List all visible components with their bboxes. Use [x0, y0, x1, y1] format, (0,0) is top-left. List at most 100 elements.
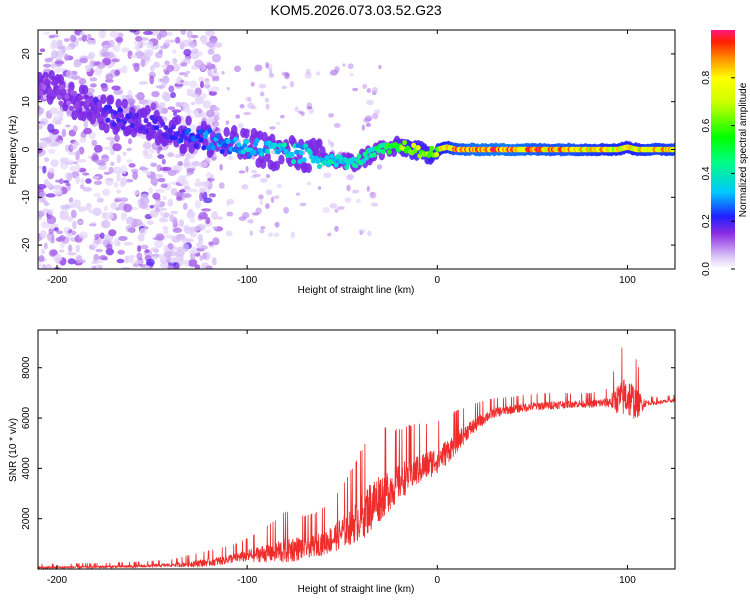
spectrogram-noise-cell: [166, 64, 175, 72]
spectrogram-noise-cell: [204, 229, 212, 234]
x-tick-label: -100: [237, 575, 257, 586]
spectrogram-noise-cell: [280, 114, 285, 119]
spectrogram-ridge-cell: [298, 150, 304, 156]
colorbar-scale: [711, 30, 735, 269]
spectrogram-noise-cell: [225, 230, 233, 237]
spectrogram-noise-cell: [180, 79, 185, 84]
spectrogram-noise-cell: [124, 255, 130, 264]
spectrogram-noise-cell: [39, 191, 47, 198]
spectrogram-noise-cell: [366, 185, 371, 192]
spectrogram-noise-cell: [186, 168, 195, 172]
spectrogram-noise-cell: [155, 199, 161, 206]
spectrogram-noise-cell: [50, 142, 59, 147]
colorbar-tick-label: 0.2: [701, 214, 712, 228]
spectrogram-noise-cell: [208, 90, 217, 96]
spectrogram-noise-cell: [95, 248, 103, 253]
spectrogram-noise-cell: [227, 155, 234, 161]
spectrogram-noise-cell: [342, 63, 346, 67]
spectrogram-noise-cell: [169, 39, 176, 43]
spectrogram-noise-cell: [40, 197, 46, 203]
spectrogram-noise-cell: [49, 107, 59, 115]
spectrogram-noise-cell: [178, 257, 184, 267]
y-tick-label: 20: [21, 48, 32, 60]
spectrogram-noise-cell: [259, 91, 265, 97]
spectrogram-noise-cell: [270, 196, 275, 204]
spectrogram-noise-cell: [226, 86, 230, 91]
spectrogram-noise-cell: [140, 244, 149, 250]
spectrogram-noise-cell: [167, 198, 174, 207]
spectrogram-noise-cell: [366, 88, 372, 94]
spectrogram-noise-cell: [167, 264, 174, 269]
spectrogram-noise-cell: [106, 51, 115, 59]
spectrogram-noise-cell: [113, 89, 123, 96]
spectrogram-noise-cell: [169, 257, 176, 264]
spectrogram-noise-cell: [79, 31, 86, 36]
spectrogram-noise-cell: [364, 115, 373, 122]
spectrogram-noise-cell: [109, 30, 120, 38]
spectrogram-noise-cell: [123, 203, 133, 213]
spectrogram-noise-cell: [128, 163, 136, 168]
spectrogram-noise-cell: [38, 255, 45, 263]
spectrogram-noise-cell: [143, 30, 154, 36]
spectrogram-noise-cell: [64, 46, 72, 51]
spectrogram-noise-cell: [269, 68, 273, 75]
y-tick-label: 10: [21, 96, 32, 108]
spectrogram-noise-cell: [150, 64, 155, 72]
spectrogram-noise-cell: [157, 154, 165, 159]
spectrogram-noise-cell: [144, 50, 153, 58]
spectrogram-noise-cell: [75, 149, 81, 157]
spectrogram-noise-cell: [114, 134, 120, 143]
spectrogram-ridge-cell: [201, 145, 207, 151]
spectrogram-noise-cell: [190, 101, 196, 106]
spectrogram-noise-cell: [75, 254, 83, 264]
spectrogram-noise-cell: [149, 148, 155, 154]
spectrogram-noise-cell: [116, 154, 122, 164]
spectrogram-noise-cell: [54, 60, 65, 65]
spectrogram-noise-cell: [265, 203, 270, 209]
spectrogram-noise-cell: [194, 109, 199, 119]
y-tick-label: -20: [21, 237, 32, 252]
spectrogram-ridge-cell: [361, 158, 367, 164]
spectrogram-noise-cell: [38, 183, 47, 190]
spectrogram-ridge-cell: [246, 153, 252, 159]
spectrogram-noise-cell: [38, 124, 43, 130]
spectrogram-noise-cell: [175, 250, 185, 257]
spectrogram-noise-cell: [191, 48, 199, 55]
spectrogram-noise-cell: [160, 207, 168, 211]
spectrogram-noise-cell: [170, 187, 178, 196]
spectrogram-ridge-cell: [376, 148, 382, 154]
colorbar-ticks: 0.0 0.2 0.4 0.6 0.8: [701, 70, 735, 276]
spectrogram-noise-cell: [120, 177, 128, 186]
spectrogram-noise-cell: [89, 83, 97, 88]
spectrogram-noise-cell: [281, 71, 290, 77]
spectrogram-noise-cell: [78, 77, 87, 86]
spectrogram-noise-cell: [199, 35, 208, 43]
spectrogram-noise-cell: [352, 87, 359, 92]
spectrogram-ridge-cell: [338, 154, 344, 161]
spectrogram-noise-cell: [142, 141, 152, 150]
spectrogram-noise-cell: [172, 216, 178, 225]
spectrogram-ridge-cell: [275, 149, 281, 155]
spectrogram-noise-cell: [204, 157, 211, 165]
spectrogram-ridge-envelope: [188, 143, 195, 154]
spectrogram-ridge-cell: [210, 145, 216, 151]
spectrogram-ridge-envelope: [81, 84, 89, 95]
spectrogram-ridge-cell: [198, 137, 204, 143]
spectrogram-noise-cell: [175, 101, 181, 108]
snr-y-label: SNR (10 * v/v): [8, 418, 19, 482]
spectrogram-noise-cell: [56, 49, 64, 58]
spectrogram-ridge-cell: [386, 149, 392, 155]
spectrogram-noise-cell: [68, 197, 74, 203]
spectrogram-ridge-envelope: [103, 123, 110, 134]
spectrogram-noise-cell: [60, 204, 70, 210]
spectrogram-ridge-cell: [84, 94, 90, 100]
spectrogram-ridge-cell: [47, 88, 53, 94]
spectrogram-noise-cell: [164, 70, 170, 75]
spectrogram-noise-cell: [140, 58, 146, 68]
spectrogram-noise-cell: [186, 88, 194, 93]
spectrogram-noise-cell: [189, 232, 197, 238]
spectrogram-noise-cell: [108, 229, 117, 237]
spectrogram-ridge-cell: [59, 84, 65, 90]
spectrogram-noise-cell: [42, 165, 47, 174]
spectrogram-noise-cell: [50, 159, 59, 168]
